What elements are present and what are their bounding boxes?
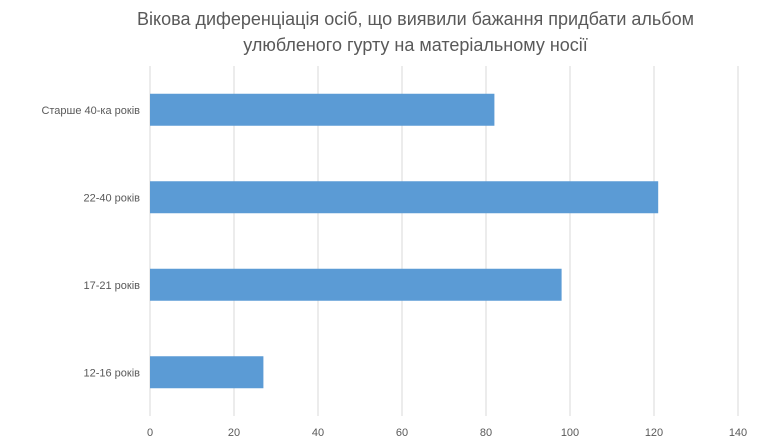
chart-title: Вікова диференціація осіб, що виявили ба…: [60, 6, 771, 58]
bar-3: [150, 356, 264, 389]
x-tick-label-2: 40: [312, 427, 324, 439]
category-label-2: 17-21 років: [83, 280, 140, 292]
x-tick-label-0: 0: [147, 427, 153, 439]
x-tick-label-4: 80: [480, 427, 492, 439]
x-tick-label-7: 140: [729, 427, 747, 439]
chart-title-line-2: улюбленого гурту на матеріальному носії: [243, 35, 588, 55]
bar-0: [150, 93, 495, 126]
bar-1: [150, 181, 659, 214]
x-tick-label-6: 120: [645, 427, 663, 439]
category-label-0: Старше 40-ка років: [41, 105, 140, 117]
x-tick-label-3: 60: [396, 427, 408, 439]
chart-title-line-1: Вікова диференціація осіб, що виявили ба…: [137, 9, 694, 29]
bar-2: [150, 268, 562, 301]
category-label-1: 22-40 років: [83, 192, 140, 204]
x-tick-label-1: 20: [228, 427, 240, 439]
category-label-3: 12-16 років: [83, 367, 140, 379]
x-tick-label-5: 100: [561, 427, 579, 439]
